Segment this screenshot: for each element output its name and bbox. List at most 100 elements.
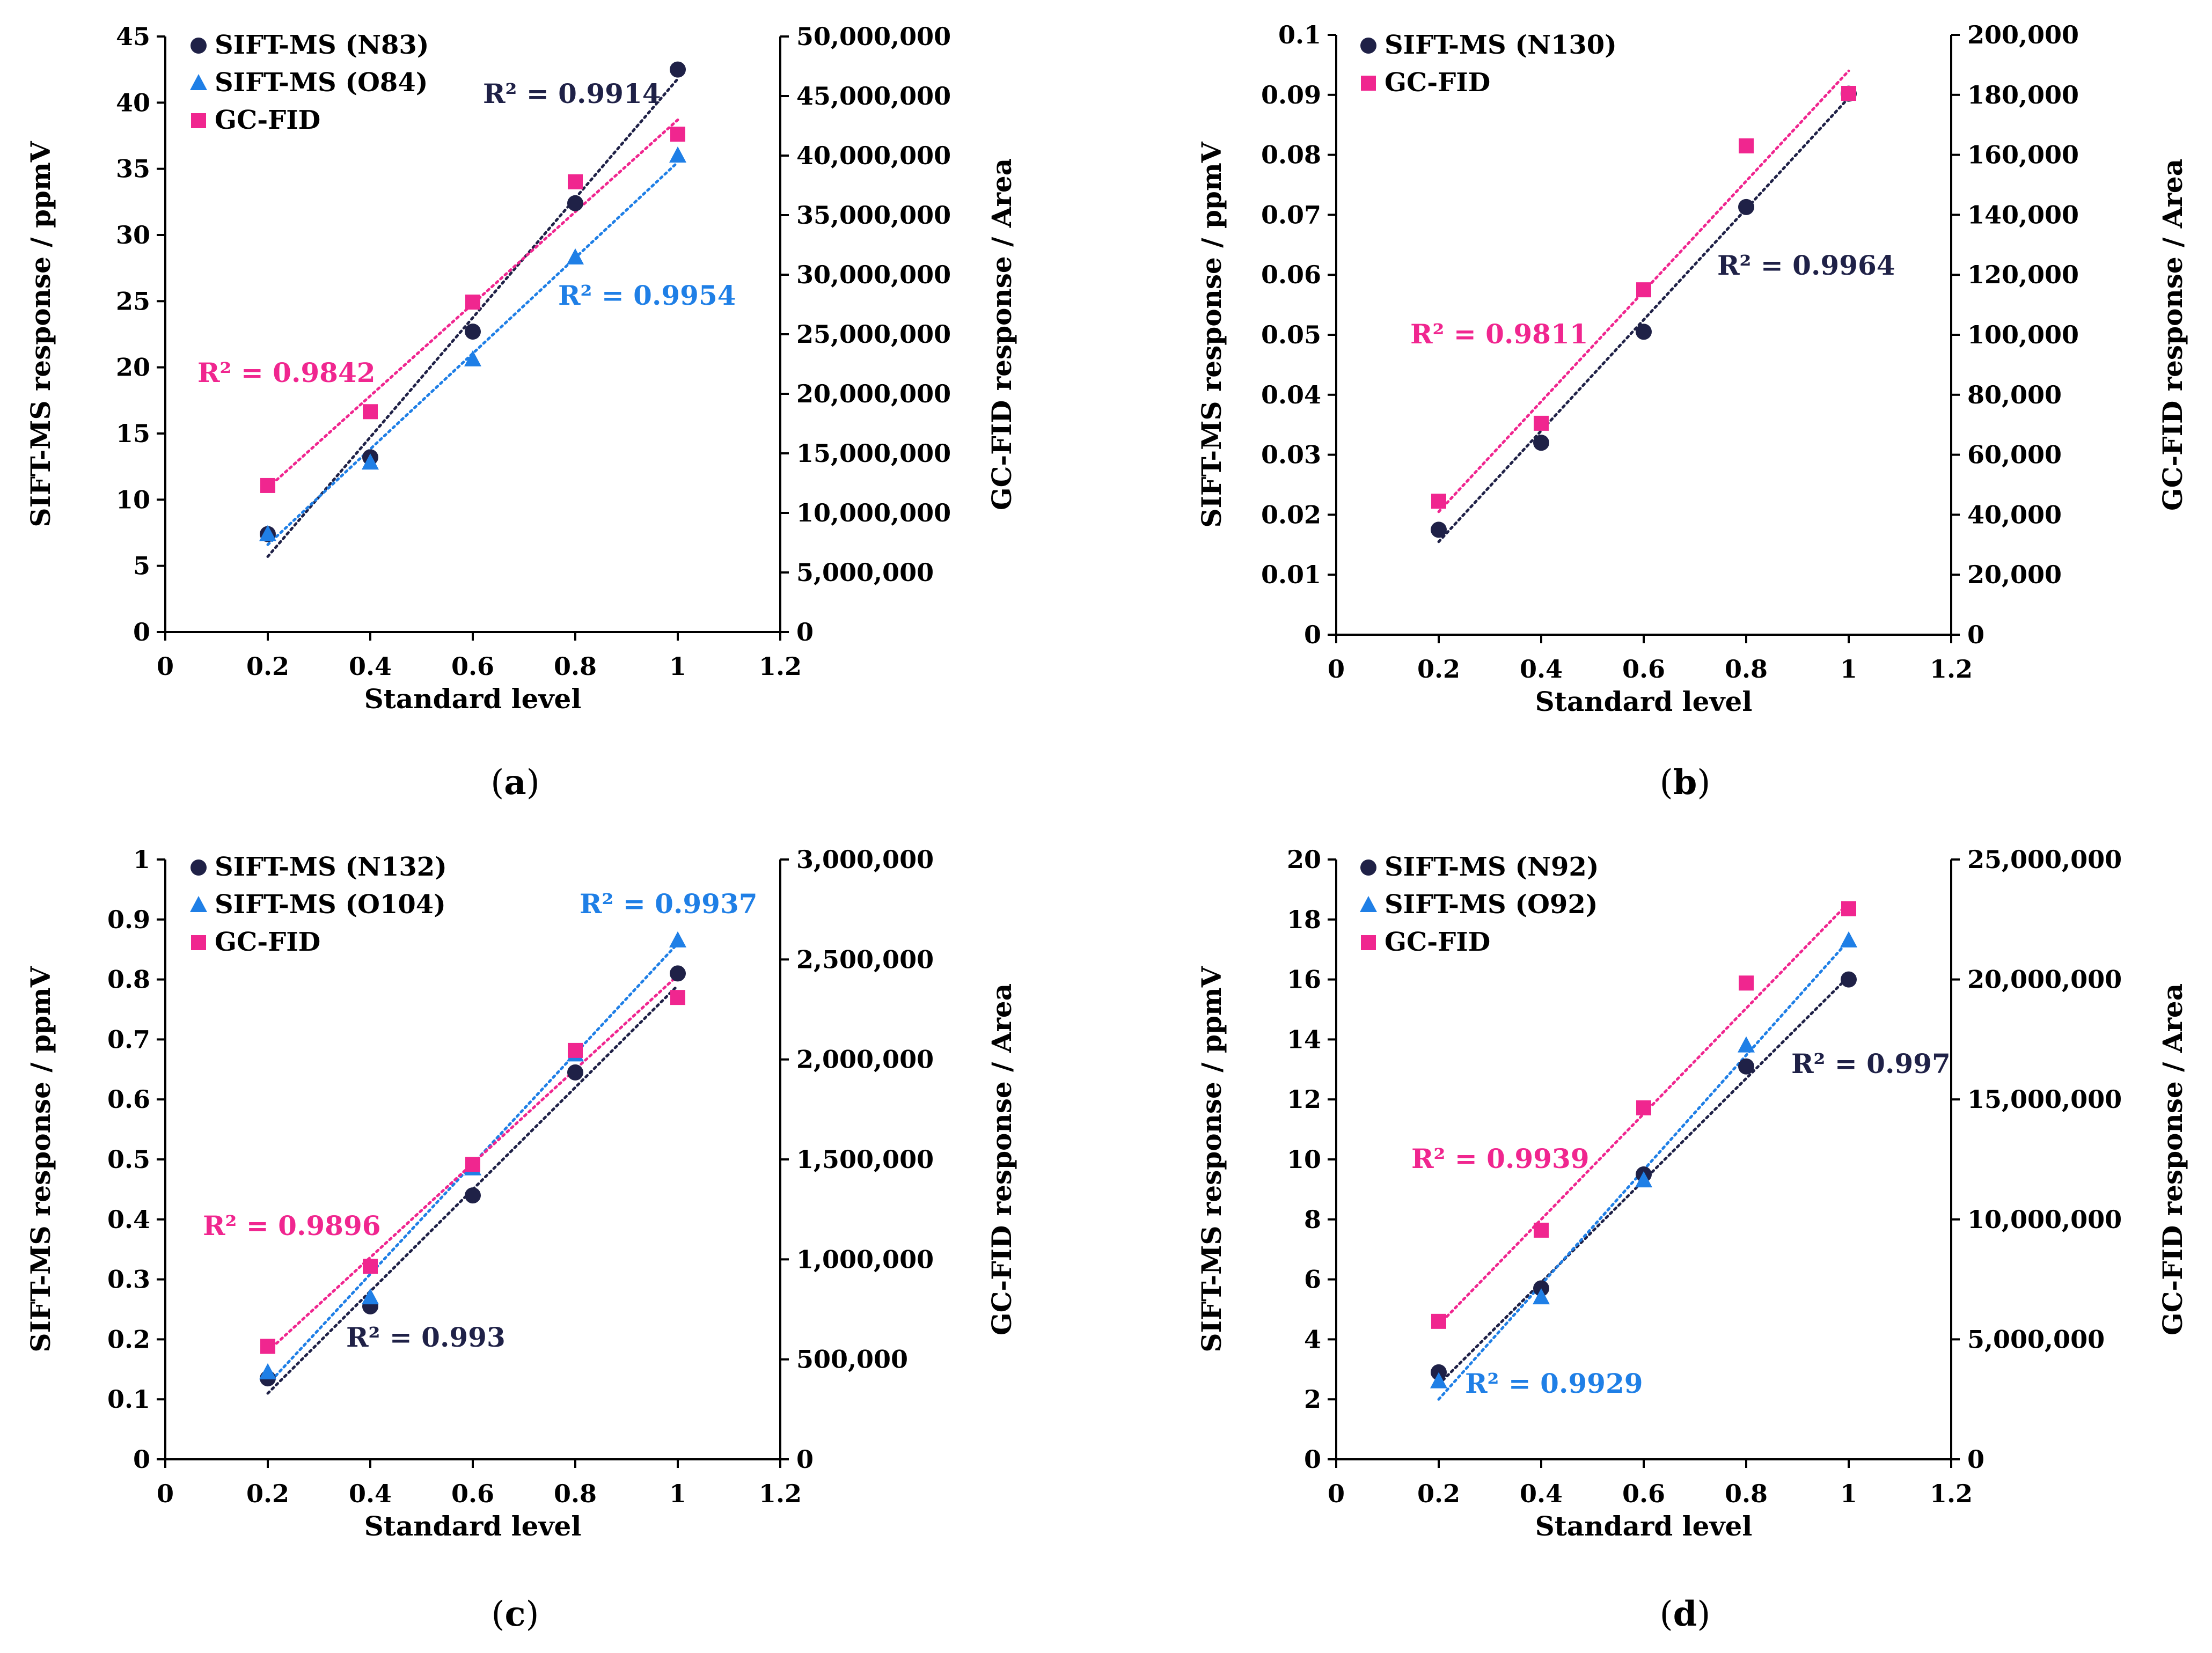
x-tick-label: 0.8 <box>554 652 597 681</box>
legend-label: GC-FID <box>1385 68 1490 98</box>
y-tick-label: 0 <box>1304 1445 1321 1474</box>
data-point <box>669 146 686 163</box>
trendline-0 <box>1437 96 1850 543</box>
data-point <box>670 990 685 1005</box>
y2-tick-label: 120,000 <box>1967 260 2079 289</box>
data-point <box>1738 1058 1754 1075</box>
y-tick-label: 2 <box>1304 1385 1321 1414</box>
data-point <box>362 453 379 470</box>
legend-marker <box>190 74 207 90</box>
y-tick-label: 15 <box>116 419 150 448</box>
r2-label: R² = 0.9939 <box>1411 1143 1590 1174</box>
chart-panel-0: 0 0.2 0.4 0.6 0.8 1 1.2 0 5 10 15 20 25 30 35 40 45 0 5,00… <box>25 22 1017 803</box>
r2-label: R² = 0.9964 <box>1717 249 1895 281</box>
data-point <box>1841 901 1856 916</box>
data-point <box>1841 86 1856 101</box>
r2-label: R² = 0.9937 <box>580 888 758 920</box>
legend-label: SIFT-MS (O104) <box>215 890 446 920</box>
y2-tick-label: 10,000,000 <box>1967 1205 2122 1234</box>
legend-marker <box>191 859 207 876</box>
data-point <box>1739 975 1754 991</box>
x-axis-title: Standard level <box>1535 686 1753 717</box>
y2-tick-label: 3,000,000 <box>796 845 934 874</box>
y-tick-label: 0 <box>133 1445 150 1474</box>
y-tick-label: 0.9 <box>107 905 150 934</box>
data-point <box>1533 1288 1550 1305</box>
data-point <box>362 1288 379 1305</box>
y-tick-label: 40 <box>116 88 150 117</box>
y2-tick-label: 35,000,000 <box>796 201 951 230</box>
data-point <box>568 174 583 189</box>
x-tick-label: 0.6 <box>1622 1479 1665 1508</box>
x-axis-title: Standard level <box>364 1510 582 1542</box>
y2-tick-label: 25,000,000 <box>1967 845 2122 874</box>
data-point <box>1431 521 1447 538</box>
y-tick-label: 0.6 <box>107 1085 150 1114</box>
chart-panel-1: 0 0.2 0.4 0.6 0.8 1 1.2 0 0.01 0.02 0.03 0.04 0.05 0.… <box>1196 20 2188 803</box>
y2-tick-label: 45,000,000 <box>796 82 951 111</box>
x-tick-label: 0.4 <box>1520 655 1563 684</box>
panel-label: (a) <box>490 762 539 803</box>
y2-axis-title: GC-FID response / Area <box>986 983 1017 1335</box>
y-tick-label: 0.1 <box>107 1385 150 1414</box>
y2-axis-title: GC-FID response / Area <box>986 158 1017 510</box>
data-point <box>568 1042 583 1058</box>
data-point <box>363 1259 378 1274</box>
y-tick-label: 0 <box>133 618 150 646</box>
y-tick-label: 10 <box>116 485 150 514</box>
y-tick-label: 0.05 <box>1261 320 1321 349</box>
y-tick-label: 18 <box>1287 905 1321 934</box>
y-tick-label: 12 <box>1287 1085 1321 1114</box>
x-tick-label: 1 <box>1840 1479 1857 1508</box>
data-point <box>1431 1313 1446 1329</box>
y-tick-label: 0.4 <box>107 1205 150 1234</box>
y-tick-label: 0.03 <box>1261 440 1321 469</box>
y2-tick-label: 20,000,000 <box>796 379 951 408</box>
legend-marker <box>1361 76 1376 91</box>
y-tick-label: 25 <box>116 286 150 315</box>
y-axis-title: SIFT-MS response / ppmV <box>1196 141 1227 527</box>
r2-label: R² = 0.9842 <box>197 357 376 388</box>
y-tick-label: 20 <box>1287 845 1321 874</box>
data-point <box>465 1187 481 1204</box>
data-point <box>465 295 480 310</box>
x-tick-label: 0.2 <box>246 1479 289 1508</box>
y-tick-label: 0.8 <box>107 965 150 994</box>
y2-tick-label: 60,000 <box>1967 440 2062 469</box>
y-tick-label: 0.1 <box>1278 20 1321 49</box>
x-tick-label: 0.4 <box>349 652 392 681</box>
y-tick-label: 0.06 <box>1261 260 1321 289</box>
panel-label: (d) <box>1660 1594 1711 1634</box>
data-point <box>669 931 686 947</box>
data-point <box>1636 282 1651 298</box>
x-tick-label: 0.6 <box>451 1479 494 1508</box>
legend-marker <box>191 935 206 950</box>
y2-tick-label: 200,000 <box>1967 20 2079 49</box>
y2-tick-label: 25,000,000 <box>796 320 951 349</box>
y-tick-label: 0.7 <box>107 1025 150 1054</box>
y2-tick-label: 0 <box>1967 620 1984 649</box>
y-tick-label: 0 <box>1304 620 1321 649</box>
data-point <box>1738 199 1754 215</box>
y2-tick-label: 40,000 <box>1967 500 2062 529</box>
legend-marker <box>191 113 206 128</box>
y-tick-label: 0.5 <box>107 1145 150 1174</box>
y2-tick-label: 1,000,000 <box>796 1245 934 1274</box>
data-point <box>465 324 481 340</box>
data-point <box>1635 1171 1652 1188</box>
y2-tick-label: 10,000,000 <box>796 498 951 527</box>
x-tick-label: 1 <box>669 1479 686 1508</box>
x-tick-label: 1.2 <box>759 652 802 681</box>
y-axis-title: SIFT-MS response / ppmV <box>25 141 56 527</box>
x-tick-label: 0.4 <box>349 1479 392 1508</box>
y2-tick-label: 20,000 <box>1967 560 2062 589</box>
y2-tick-label: 15,000,000 <box>796 439 951 468</box>
y2-tick-label: 40,000,000 <box>796 141 951 170</box>
x-tick-label: 0.2 <box>246 652 289 681</box>
legend-marker <box>1361 935 1376 950</box>
y2-tick-label: 80,000 <box>1967 380 2062 409</box>
y-axis-title: SIFT-MS response / ppmV <box>25 966 56 1352</box>
y-tick-label: 0.2 <box>107 1325 150 1354</box>
panel-label: (b) <box>1660 762 1711 803</box>
data-point <box>670 61 686 78</box>
